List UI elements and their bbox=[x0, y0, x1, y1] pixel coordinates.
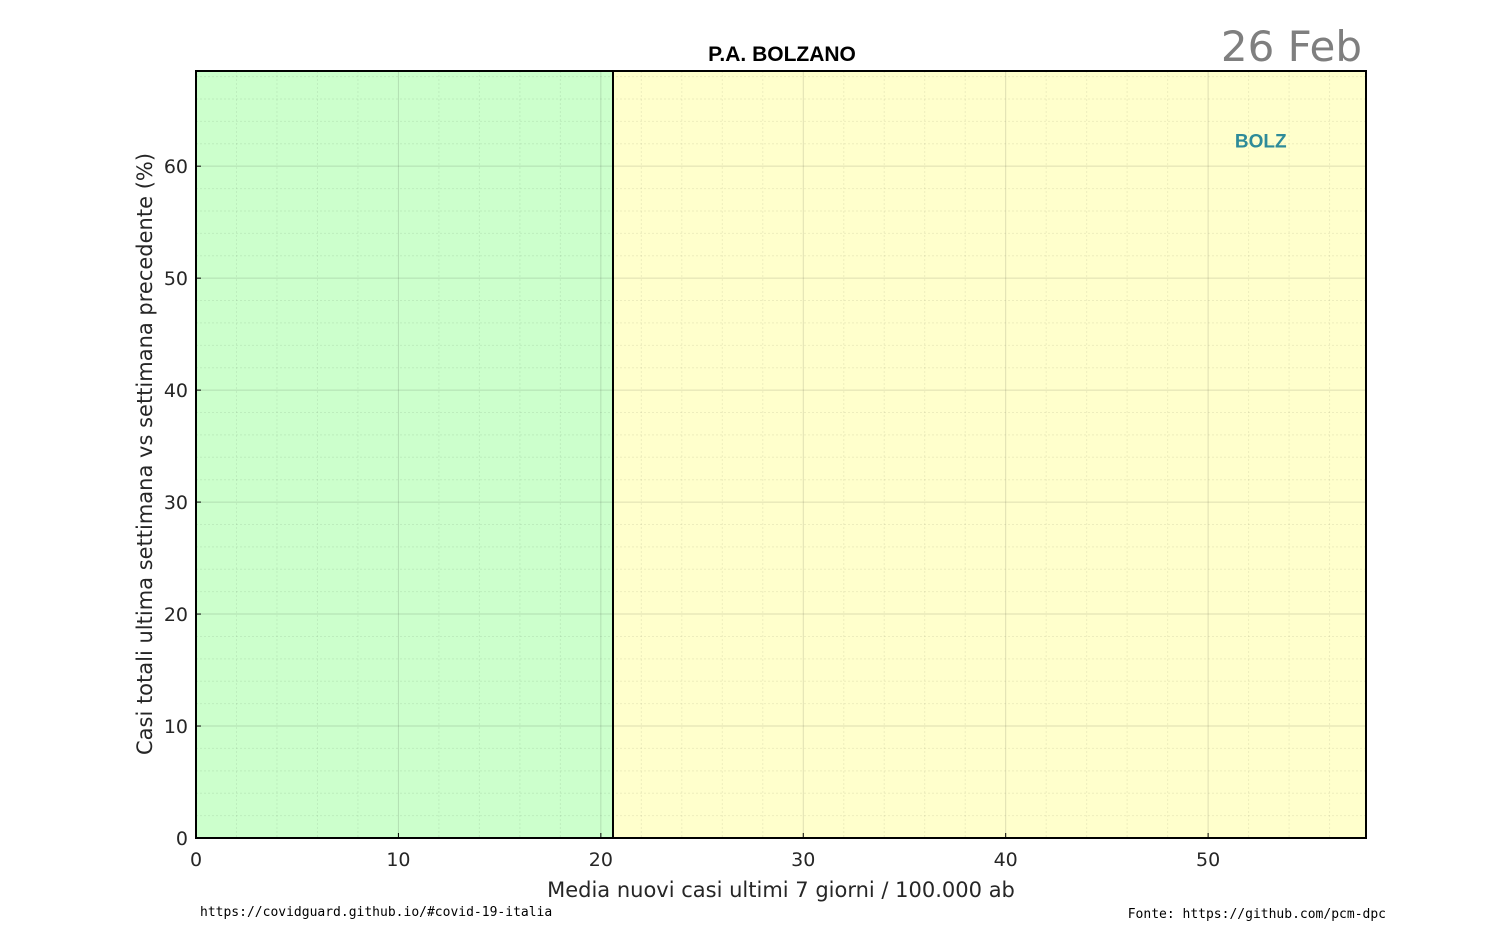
x-tick-label: 50 bbox=[1196, 849, 1220, 871]
background-zones bbox=[196, 71, 1366, 838]
zone-0 bbox=[196, 71, 613, 838]
major-grid bbox=[196, 71, 1366, 838]
x-tick-label: 40 bbox=[994, 849, 1018, 871]
y-tick-label: 50 bbox=[164, 268, 188, 290]
y-tick-label: 40 bbox=[164, 380, 188, 402]
footer-source-link[interactable]: https://covidguard.github.io/#covid-19-i… bbox=[200, 905, 552, 920]
plot-frame bbox=[195, 70, 1367, 839]
zone-1 bbox=[612, 71, 1366, 838]
y-tick-label: 0 bbox=[176, 828, 188, 850]
x-tick-label: 30 bbox=[791, 849, 815, 871]
date-label: 26 Feb bbox=[1221, 22, 1362, 71]
x-tick-label: 20 bbox=[589, 849, 613, 871]
minor-grid bbox=[196, 71, 1366, 838]
y-tick-label: 10 bbox=[164, 716, 188, 738]
x-tick-label: 10 bbox=[386, 849, 410, 871]
footer-data-source: Fonte: https://github.com/pcm-dpc bbox=[1128, 907, 1386, 922]
y-tick-label: 60 bbox=[164, 156, 188, 178]
x-tick-label: 0 bbox=[190, 849, 202, 871]
region-label-bolz: BOLZ bbox=[1235, 131, 1287, 152]
chart-title: P.A. BOLZANO bbox=[708, 43, 856, 66]
y-tick-label: 20 bbox=[164, 604, 188, 626]
y-axis-ticks: 0 10 20 30 40 50 60 bbox=[164, 156, 201, 850]
x-axis-label: Media nuovi casi ultimi 7 giorni / 100.0… bbox=[547, 878, 1015, 902]
x-axis-ticks: 0 10 20 30 40 50 bbox=[190, 833, 1220, 871]
data-points: BOLZ bbox=[1235, 131, 1287, 152]
y-tick-label: 30 bbox=[164, 492, 188, 514]
y-axis-label: Casi totali ultima settimana vs settiman… bbox=[133, 153, 157, 755]
